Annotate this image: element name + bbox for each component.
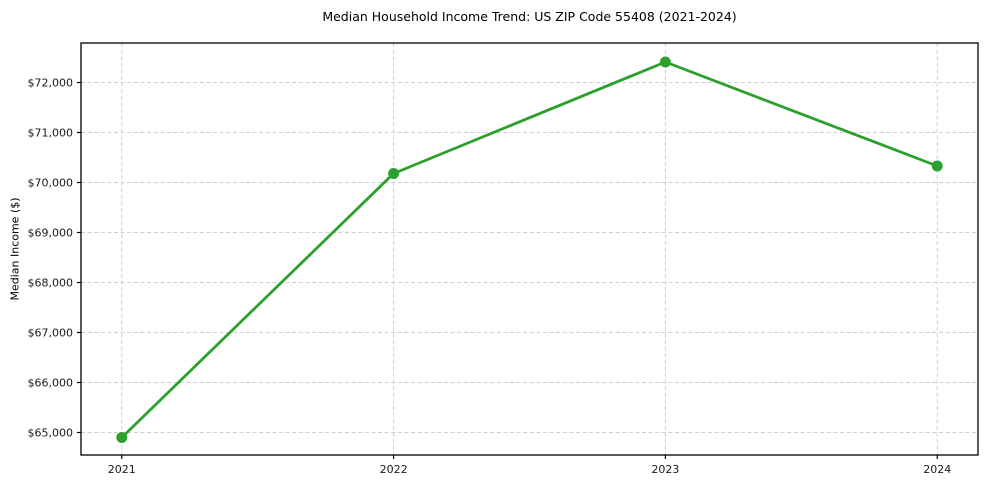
y-tick-label: $65,000 xyxy=(28,426,74,439)
x-tick-label: 2021 xyxy=(108,463,136,476)
income-line xyxy=(120,60,939,439)
data-point-2022 xyxy=(388,168,400,179)
y-tick-label: $70,000 xyxy=(28,176,74,189)
y-tick-label: $71,000 xyxy=(28,126,74,139)
y-tick-label: $67,000 xyxy=(28,326,74,339)
chart-title: Median Household Income Trend: US ZIP Co… xyxy=(322,9,737,24)
y-tick-label: $66,000 xyxy=(28,376,74,389)
plot-frame xyxy=(80,42,979,456)
data-point-2023 xyxy=(659,56,671,68)
x-tick-label: 2022 xyxy=(380,463,408,476)
data-point-2024 xyxy=(931,160,943,172)
y-tick-label: $68,000 xyxy=(28,276,74,289)
x-tick-label: 2023 xyxy=(651,463,679,476)
y-tick-label: $72,000 xyxy=(28,76,74,89)
y-tick-label: $69,000 xyxy=(28,226,74,239)
data-point-2021 xyxy=(116,432,128,443)
x-tick-label: 2024 xyxy=(923,463,951,476)
